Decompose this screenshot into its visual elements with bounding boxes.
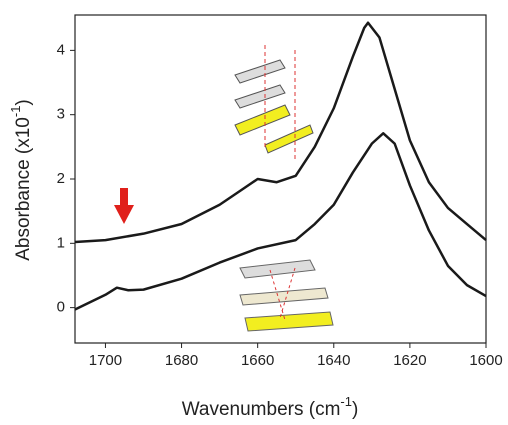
y-tick-label: 0	[57, 299, 65, 316]
spectrum-line	[74, 21, 487, 244]
y-label-sup: -1	[8, 106, 23, 118]
x-axis-label: Wavenumbers (cm-1)	[182, 394, 359, 420]
x-tick-label: 1620	[393, 352, 426, 369]
x-label-suffix: )	[352, 399, 358, 420]
x-label-text: Wavenumbers (cm	[182, 399, 341, 420]
y-tick-label: 3	[57, 106, 65, 123]
y-axis-label: Absorbance (x10-1)	[8, 99, 34, 261]
sheet-illustration-top	[234, 45, 314, 160]
x-tick-label: 1600	[469, 352, 502, 369]
y-tick-label: 2	[57, 170, 65, 187]
y-tick-label: 1	[57, 234, 65, 251]
x-tick-label: 1660	[241, 352, 274, 369]
spectrum-line	[74, 132, 487, 311]
x-tick-label: 1680	[165, 352, 198, 369]
y-tick-label: 4	[57, 41, 65, 58]
y-label-suffix: )	[13, 99, 34, 105]
x-label-sup: -1	[340, 394, 352, 409]
red-arrow	[114, 188, 134, 224]
x-tick-label: 1700	[89, 352, 122, 369]
sheet-illustration-bottom	[239, 259, 334, 332]
x-tick-label: 1640	[317, 352, 350, 369]
y-label-text: Absorbance (x10	[13, 117, 34, 261]
